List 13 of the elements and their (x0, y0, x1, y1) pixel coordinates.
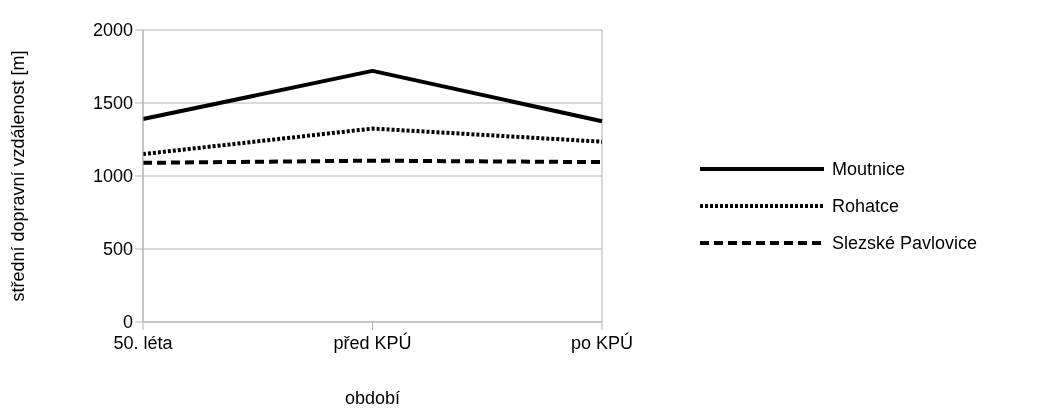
x-tick-label: po KPÚ (570, 331, 634, 353)
y-tick-label: 1500 (92, 93, 133, 114)
text: Rohatce (832, 195, 900, 217)
y-tick-label: 1000 (92, 166, 133, 187)
y-tick-label: 500 (102, 239, 133, 260)
x-tick-label: před KPÚ (333, 331, 412, 353)
text: Moutnice (832, 158, 906, 180)
y-tick-label: 0 (122, 312, 133, 333)
x-tick-label: 50. léta (113, 332, 174, 353)
y-tick-label: 2000 (92, 20, 133, 41)
x-axis-title: období (344, 388, 401, 408)
text: Slezské Pavlovice (832, 232, 978, 254)
y-axis-title: střední dopravní vzdálenost [m] (8, 50, 29, 302)
